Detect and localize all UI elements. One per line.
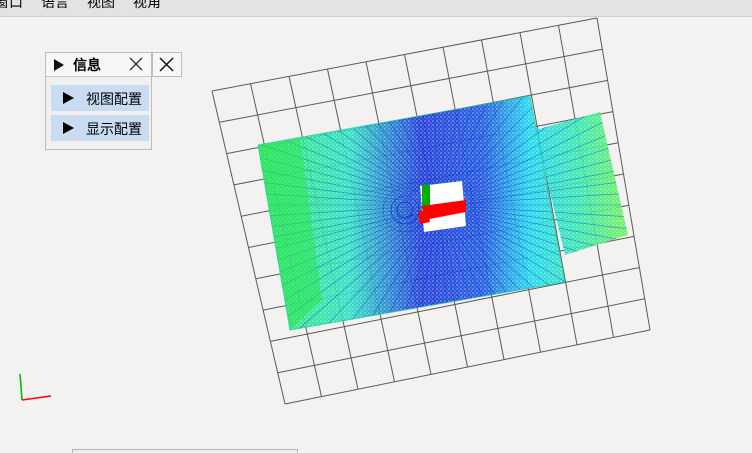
scan-ray (468, 161, 628, 200)
point-cloud-canvas (19, 17, 651, 405)
scan-ray (258, 208, 411, 235)
scan-ray (446, 226, 492, 330)
display-config-label: 显示配置 (86, 122, 142, 138)
scan-ray (448, 225, 512, 330)
scan-ray (349, 225, 429, 330)
bottom-panel-edge (72, 449, 298, 453)
scan-ray (469, 175, 628, 202)
grid-line (596, 17, 651, 331)
play-triangle-icon (63, 92, 74, 104)
scan-ray (258, 148, 412, 198)
scan-ray (408, 226, 437, 330)
scan-ray (451, 96, 531, 185)
menu-bar: 窗口 语言 视图 视角 (0, 0, 752, 17)
close-x-icon (159, 57, 174, 72)
scan-ray (443, 96, 472, 184)
robot-model (382, 181, 466, 233)
view-config-label: 视图配置 (86, 92, 142, 108)
close-x-icon[interactable] (128, 56, 144, 72)
scan-ray (313, 96, 424, 187)
scan-ray (441, 96, 451, 184)
menu-perspective[interactable]: 视角 (133, 0, 161, 11)
scan-ray (443, 226, 472, 330)
menu-language[interactable]: 语言 (41, 0, 69, 11)
info-panel: 信息 视图配置 显示配置 (45, 52, 152, 150)
scan-ray (258, 175, 411, 202)
scan-ray (296, 221, 422, 330)
menu-window[interactable]: 窗口 (0, 0, 23, 11)
scan-ray (429, 226, 439, 330)
grid-line (519, 32, 578, 345)
scan-ray (258, 161, 412, 200)
grid-line (277, 298, 645, 374)
view-config-button[interactable]: 视图配置 (51, 85, 149, 111)
scan-ray (258, 206, 411, 220)
info-panel-header[interactable]: 信息 (46, 53, 151, 77)
scan-ray (441, 226, 451, 330)
play-triangle-icon (63, 122, 74, 134)
grid-line (270, 267, 640, 342)
scan-ray (469, 190, 628, 204)
scan-ray (453, 96, 550, 186)
scan-ray (313, 223, 424, 330)
info-panel-title: 信息 (73, 58, 101, 74)
3d-viewport[interactable] (0, 17, 752, 452)
scan-ray (469, 208, 628, 235)
scan-ray (258, 210, 412, 249)
display-config-button[interactable]: 显示配置 (51, 115, 149, 141)
scan-ray (446, 96, 492, 184)
scan-ray (469, 206, 628, 220)
scan-ray (464, 110, 627, 193)
grid-line (284, 329, 651, 405)
scan-ray (456, 96, 567, 187)
scan-ray (451, 225, 531, 330)
coordinate-axes-icon (19, 373, 52, 401)
scan-ray (330, 96, 427, 186)
dock-close-button[interactable] (152, 52, 182, 77)
scan-ray (368, 225, 432, 330)
scan-ray (388, 226, 434, 330)
scan-ray (258, 212, 412, 262)
play-triangle-icon (54, 59, 64, 71)
scan-ray (258, 190, 411, 204)
scan-ray (468, 210, 628, 249)
scan-ray (448, 96, 512, 185)
menu-view[interactable]: 视图 (87, 0, 115, 11)
